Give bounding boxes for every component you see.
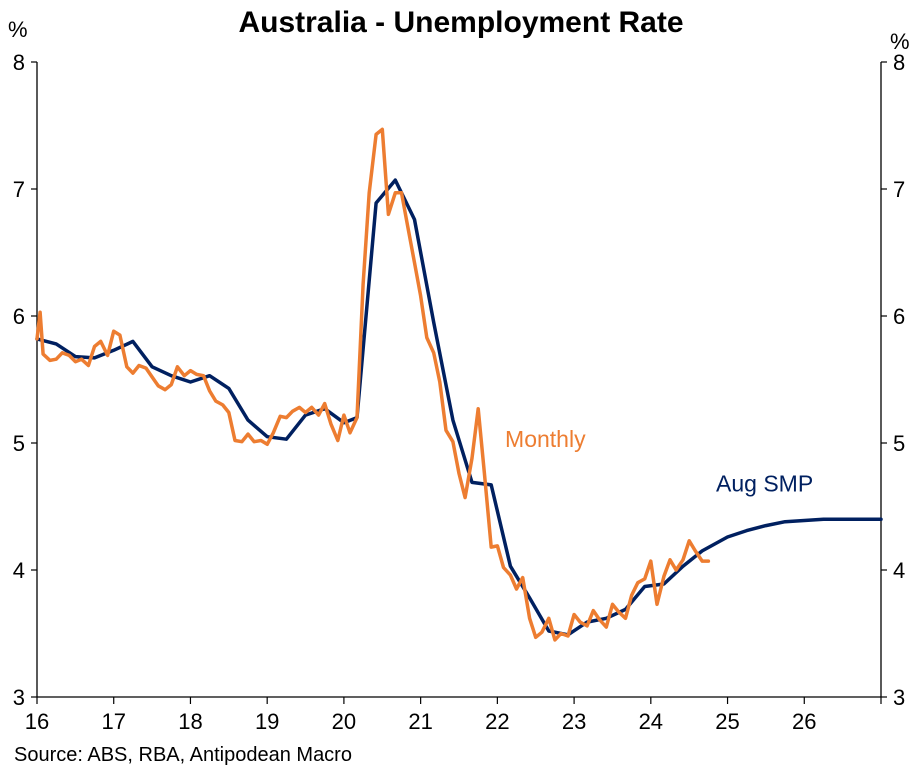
- y-tick-label-left: 6: [13, 304, 25, 329]
- annotation-aug-smp: Aug SMP: [716, 470, 813, 496]
- x-tick-label: 18: [178, 709, 202, 734]
- x-tick-label: 19: [255, 709, 279, 734]
- source-note: Source: ABS, RBA, Antipodean Macro: [14, 744, 352, 766]
- x-tick-label: 17: [101, 709, 125, 734]
- left-axis-unit: %: [8, 17, 28, 42]
- y-tick-label-right: 5: [893, 431, 905, 456]
- axis-labels: 3 3 4 4 5 5 6 6 7 7 8 8 16 17 18 19 20 21 22 23 24 25 26: [13, 50, 906, 734]
- x-tick-label: 24: [639, 709, 663, 734]
- right-axis-unit: %: [890, 29, 910, 54]
- monthly-series-line: [35, 127, 711, 642]
- series-lines: [35, 127, 883, 642]
- y-tick-label-right: 8: [893, 50, 905, 75]
- y-tick-label-right: 7: [893, 177, 905, 202]
- x-tick-label: 22: [485, 709, 509, 734]
- annotation-monthly: Monthly: [505, 426, 586, 452]
- annotations: Monthly Aug SMP: [505, 426, 813, 496]
- x-tick-label: 25: [715, 709, 739, 734]
- y-tick-label-left: 5: [13, 431, 25, 456]
- chart-title: Australia - Unemployment Rate: [238, 6, 684, 39]
- axes: [31, 61, 887, 704]
- y-tick-label-right: 3: [893, 685, 905, 710]
- y-tick-label-right: 4: [893, 558, 905, 583]
- x-tick-label: 26: [792, 709, 816, 734]
- x-tick-label: 16: [25, 709, 49, 734]
- smp-series-line: [35, 178, 883, 637]
- y-tick-label-left: 8: [13, 50, 25, 75]
- y-tick-label-left: 7: [13, 177, 25, 202]
- x-tick-label: 23: [562, 709, 586, 734]
- y-tick-label-left: 3: [13, 685, 25, 710]
- x-tick-label: 20: [332, 709, 356, 734]
- y-tick-label-right: 6: [893, 304, 905, 329]
- x-tick-label: 21: [408, 709, 432, 734]
- y-tick-label-left: 4: [13, 558, 25, 583]
